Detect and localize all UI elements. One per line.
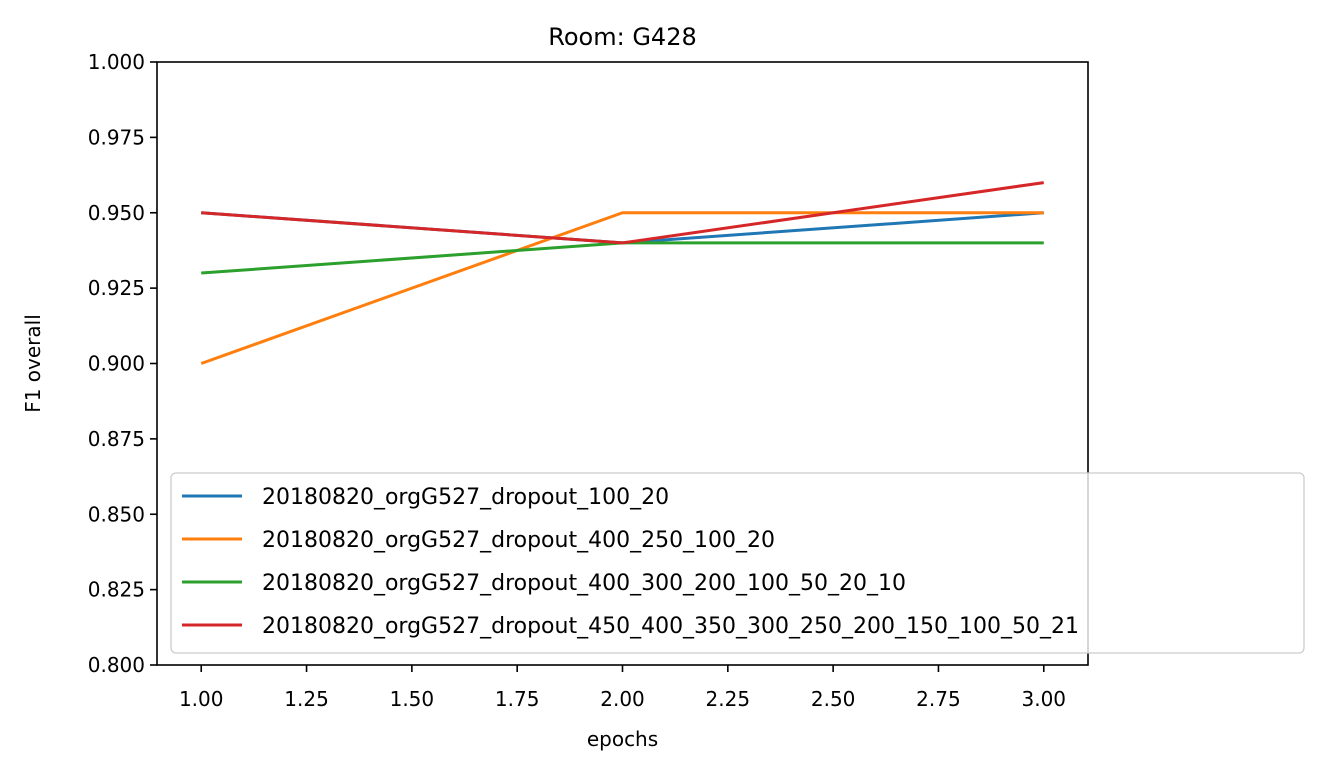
x-tick-label: 1.50 xyxy=(390,687,435,711)
x-tick-label: 2.50 xyxy=(811,687,856,711)
y-tick-label: 0.900 xyxy=(88,352,145,376)
x-tick-label: 3.00 xyxy=(1022,687,1067,711)
legend-label-2: 20180820_orgG527_dropout_400_250_100_20 xyxy=(262,528,775,553)
x-axis-ticks: 1.00 1.25 1.50 1.75 2.00 2.25 2.50 2.75 3.00 xyxy=(179,665,1066,711)
legend-box xyxy=(170,472,1305,654)
y-tick-label: 0.850 xyxy=(88,502,145,526)
x-tick-label: 2.75 xyxy=(916,687,961,711)
y-tick-label: 0.800 xyxy=(88,653,145,677)
series-line-2 xyxy=(200,211,1044,365)
x-tick-label: 2.25 xyxy=(706,687,751,711)
y-tick-label: 0.875 xyxy=(88,427,145,451)
legend-label-3: 20180820_orgG527_dropout_400_300_200_100… xyxy=(262,571,906,596)
y-axis-ticks: 0.800 0.825 0.850 0.875 0.900 0.925 0.950 0.975… xyxy=(88,50,157,677)
legend-label-1: 20180820_orgG527_dropout_100_20 xyxy=(262,485,669,510)
x-tick-label: 1.75 xyxy=(495,687,540,711)
x-tick-label: 2.00 xyxy=(600,687,645,711)
series-lines xyxy=(200,181,1044,365)
y-tick-label: 0.975 xyxy=(88,125,145,149)
y-tick-label: 0.925 xyxy=(88,276,145,300)
y-tick-label: 0.825 xyxy=(88,578,145,602)
series-line-4 xyxy=(201,181,1044,245)
chart-title: Room: G428 xyxy=(548,23,696,51)
x-axis-label: epochs xyxy=(587,727,658,751)
y-tick-label: 0.950 xyxy=(88,201,145,225)
y-tick-label: 1.000 xyxy=(88,50,145,74)
x-tick-label: 1.25 xyxy=(284,687,329,711)
legend: 20180820_orgG527_dropout_100_20 20180820_… xyxy=(170,472,1305,654)
x-tick-label: 1.00 xyxy=(179,687,224,711)
plot-frame xyxy=(156,61,1089,666)
y-axis-label: F1 overall xyxy=(21,314,45,413)
legend-label-4: 20180820_orgG527_dropout_450_400_350_300… xyxy=(262,614,1079,639)
